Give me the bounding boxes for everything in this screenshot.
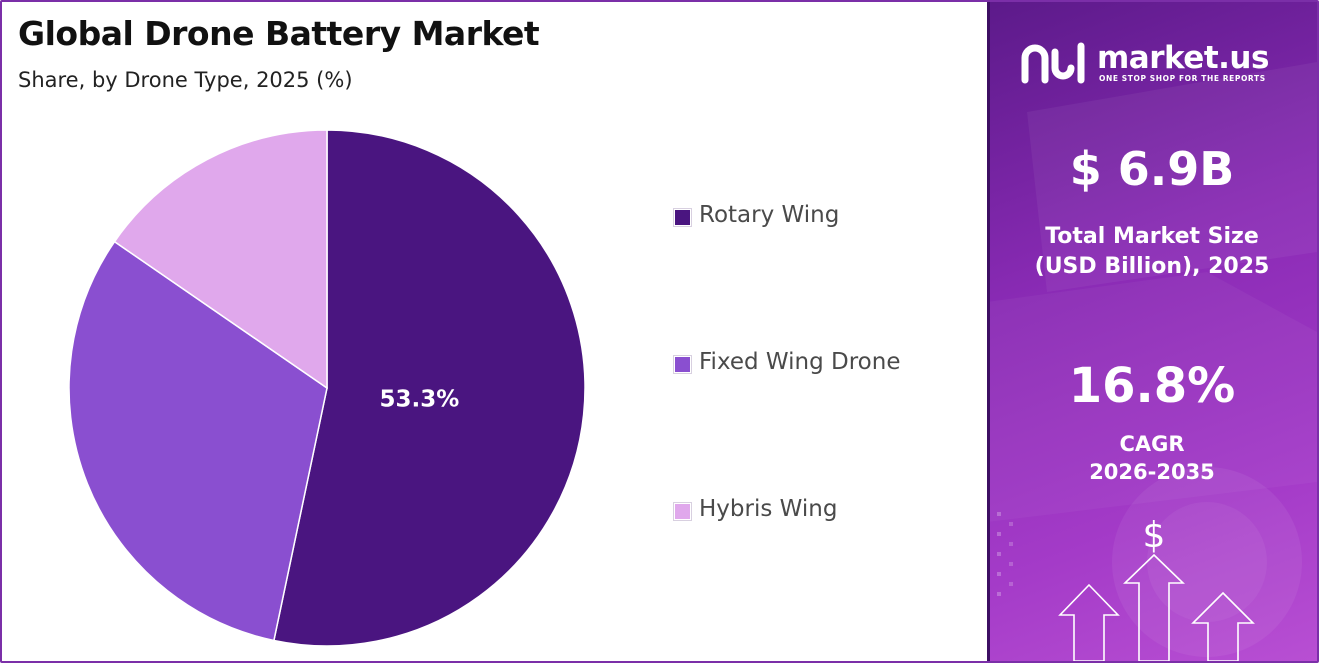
pie-data-label: 53.3% [379, 387, 459, 413]
cagr-value: 16.8% [1068, 358, 1236, 414]
legend-swatch [673, 355, 692, 374]
pie-slice-rotary-wing [272, 129, 586, 647]
market-size-label-line1: Total Market Size [1045, 224, 1259, 249]
cagr-label: CAGR 2026-2035 [987, 430, 1317, 486]
panel-divider [987, 2, 990, 661]
pie-chart: 53.3% [68, 129, 586, 647]
legend-label: Hybris Wing [699, 496, 838, 522]
brand-header: market.us ONE STOP SHOP FOR THE REPORTS [1019, 40, 1309, 90]
cagr-label-line2: 2026-2035 [1089, 460, 1215, 484]
brand-name: market.us [1097, 40, 1269, 76]
cagr-label-line1: CAGR [1119, 432, 1185, 456]
legend-label: Rotary Wing [699, 202, 840, 228]
market-size-value: $ 6.9B [1069, 142, 1235, 196]
svg-text:$: $ [1143, 515, 1166, 556]
background-decoration [987, 62, 1317, 657]
chart-subtitle: Share, by Drone Type, 2025 (%) [18, 68, 353, 92]
brand-tagline: ONE STOP SHOP FOR THE REPORTS [1099, 74, 1266, 83]
summary-panel: market.us ONE STOP SHOP FOR THE REPORTS … [987, 2, 1317, 661]
dollar-growth-arrows-icon: $ [1058, 515, 1255, 661]
chart-panel: Global Drone Battery Market Share, by Dr… [2, 2, 987, 661]
market-us-logo-icon [1021, 42, 1085, 84]
market-size-label: Total Market Size (USD Billion), 2025 [987, 222, 1317, 282]
pie-slice-fixed-wing-drone [68, 240, 328, 642]
legend-swatch [673, 208, 692, 227]
legend-label: Fixed Wing Drone [699, 349, 901, 375]
market-size-label-line2: (USD Billion), 2025 [1034, 254, 1270, 279]
legend-swatch [673, 502, 692, 521]
pie-slice-hybris-wing [113, 129, 328, 390]
chart-title: Global Drone Battery Market [18, 14, 540, 53]
